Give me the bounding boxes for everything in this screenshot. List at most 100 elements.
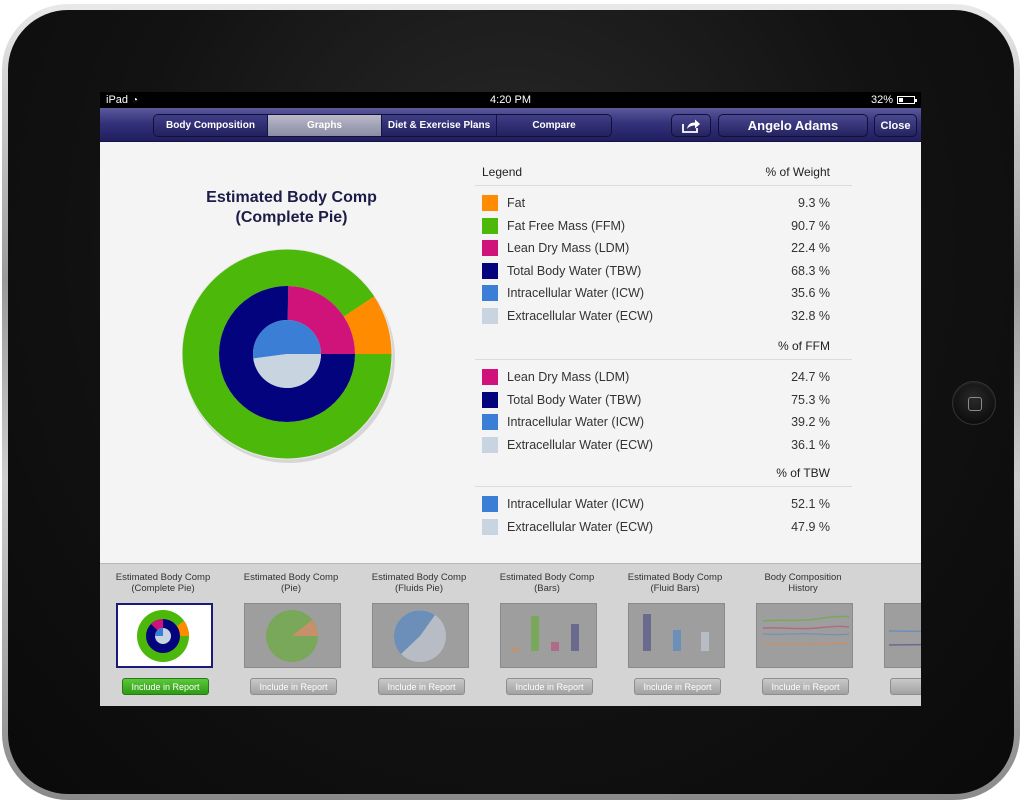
legend-swatch <box>482 436 498 453</box>
legend-row: Lean Dry Mass (LDM) 24.7 % <box>475 366 852 388</box>
legend-row: Intracellular Water (ICW) 39.2 % <box>475 411 852 433</box>
legend-label: Extracellular Water (ECW) <box>507 437 654 452</box>
graph-thumbnail[interactable]: Estimated Body Comp (Fluids Pie) Include … <box>364 564 474 706</box>
thumbnail-preview[interactable] <box>500 603 597 668</box>
legend-row: Fat Free Mass (FFM) 90.7 % <box>475 215 852 237</box>
pie-slice-ffm <box>182 249 392 459</box>
thumbnail-title-line: Estimated Body Comp <box>627 572 723 583</box>
thumbnail-title: Flui <box>876 572 921 583</box>
legend-row: Total Body Water (TBW) 75.3 % <box>475 389 852 411</box>
pie-slice-icw <box>253 320 321 359</box>
thumbnail-title-line: Flui <box>876 572 921 583</box>
share-button[interactable] <box>671 114 711 137</box>
thumbnail-title-line: Estimated Body Comp <box>243 572 339 583</box>
graph-thumbnail[interactable]: Estimated Body Comp (Fluid Bars) Include … <box>620 564 730 706</box>
legend-swatch <box>482 240 498 256</box>
legend-swatch <box>482 217 498 234</box>
legend-section-header: % of FFM <box>475 336 852 360</box>
legend-label: Fat Free Mass (FFM) <box>507 218 626 233</box>
legend-swatch <box>482 369 498 385</box>
home-button[interactable] <box>952 381 996 425</box>
legend-section-header: % of TBW <box>475 463 852 487</box>
wifi-icon: ◔ <box>132 94 139 106</box>
legend-section-title: % of TBW <box>776 466 830 480</box>
legend-label: Total Body Water (TBW) <box>507 263 642 278</box>
legend-value: 32.8 % <box>791 308 830 323</box>
tab-graphs[interactable]: Graphs <box>268 115 382 136</box>
legend-label: Extracellular Water (ECW) <box>507 308 654 323</box>
pie-slice-ldm <box>287 286 355 354</box>
legend-section-title: % of Weight <box>765 165 830 179</box>
battery-icon <box>897 96 917 104</box>
pie-slice-ecw <box>253 354 321 388</box>
tab-diet-exercise-plans[interactable]: Diet & Exercise Plans <box>382 115 497 136</box>
graph-thumbnail-strip[interactable]: Estimated Body Comp (Complete Pie) Includ… <box>100 563 921 706</box>
thumbnail-title-line: (Bars) <box>534 583 560 594</box>
thumbnail-title-line: (Complete Pie) <box>131 583 195 594</box>
tab-body-composition[interactable]: Body Composition <box>154 115 268 136</box>
legend-value: 35.6 % <box>791 286 830 300</box>
graph-thumbnail[interactable]: Estimated Body Comp (Pie) Include in Repo… <box>236 564 346 706</box>
status-time: 4:20 PM <box>490 94 531 106</box>
thumbnail-title: Estimated Body Comp (Fluid Bars) <box>620 572 730 594</box>
legend-swatch <box>482 391 498 408</box>
legend-label: Intracellular Water (ICW) <box>507 497 645 511</box>
legend-value: 75.3 % <box>791 392 830 407</box>
thumbnail-preview[interactable] <box>116 603 213 668</box>
include-in-report-button[interactable]: Incluc <box>890 678 921 695</box>
thumbnail-preview[interactable] <box>884 603 921 668</box>
status-bar: iPad ◔ 4:20 PM 32% <box>100 92 921 108</box>
legend-row: Intracellular Water (ICW) 35.6 % <box>475 282 852 304</box>
include-in-report-button[interactable]: Include in Report <box>634 678 721 695</box>
nav-bar: Body Composition Graphs Diet & Exercise … <box>100 108 921 142</box>
legend-value: 9.3 % <box>798 196 830 210</box>
include-in-report-button[interactable]: Include in Report <box>122 678 209 695</box>
chart-title: Estimated Body Comp (Complete Pie) <box>185 188 398 228</box>
thumbnail-title-line: Estimated Body Comp <box>371 572 467 583</box>
legend-value: 52.1 % <box>791 497 830 511</box>
thumb-history-icon <box>762 615 850 646</box>
include-in-report-button[interactable]: Include in Report <box>250 678 337 695</box>
include-in-report-button[interactable]: Include in Report <box>762 678 849 695</box>
include-in-report-button[interactable]: Include in Report <box>378 678 465 695</box>
thumbnail-preview[interactable] <box>244 603 341 668</box>
thumb-fluids-history-icon <box>888 630 921 646</box>
thumbnail-title: Estimated Body Comp (Fluids Pie) <box>364 572 474 594</box>
user-name-button[interactable]: Angelo Adams <box>718 114 868 137</box>
thumb-pie-icon <box>266 610 318 662</box>
legend-swatch <box>482 518 498 535</box>
thumbnail-title: Estimated Body Comp (Complete Pie) <box>108 572 218 594</box>
graph-thumbnail[interactable]: Estimated Body Comp (Bars) Include in Rep… <box>492 564 602 706</box>
legend-label: Intracellular Water (ICW) <box>507 286 645 300</box>
thumbnail-title: Estimated Body Comp (Bars) <box>492 572 602 594</box>
thumbnail-preview[interactable] <box>628 603 725 668</box>
legend-swatch <box>482 285 498 301</box>
complete-pie-chart <box>182 249 395 463</box>
thumb-fluid-bars-icon <box>643 614 709 651</box>
tab-compare[interactable]: Compare <box>497 115 611 136</box>
legend-row: Lean Dry Mass (LDM) 22.4 % <box>475 237 852 259</box>
legend-label: Extracellular Water (ECW) <box>507 519 654 534</box>
thumbnail-title-line: Estimated Body Comp <box>499 572 595 583</box>
chart-title-line-2: (Complete Pie) <box>235 209 348 226</box>
pie-slice-fat <box>343 296 392 354</box>
share-icon <box>682 119 700 133</box>
legend-label: Intracellular Water (ICW) <box>507 415 645 429</box>
close-button[interactable]: Close <box>874 114 917 137</box>
legend-row: Extracellular Water (ECW) 32.8 % <box>475 305 852 327</box>
legend-swatch <box>482 414 498 430</box>
legend-section-header: Legend % of Weight <box>475 162 852 186</box>
include-in-report-button[interactable]: Include in Report <box>506 678 593 695</box>
legend-value: 24.7 % <box>791 370 830 384</box>
graph-thumbnail[interactable]: Body Composition History Include in Repor… <box>748 564 858 706</box>
legend-label: Fat <box>507 196 526 210</box>
battery-percent: 32% <box>870 94 893 106</box>
thumbnail-preview[interactable] <box>756 603 853 668</box>
legend-swatch <box>482 496 498 512</box>
graph-thumbnail[interactable]: Flui Incluc <box>876 564 921 706</box>
thumbnail-title: Estimated Body Comp (Pie) <box>236 572 346 594</box>
graph-thumbnail[interactable]: Estimated Body Comp (Complete Pie) Includ… <box>108 564 218 706</box>
thumbnail-title-line: Body Composition <box>764 572 842 583</box>
legend-swatch <box>482 262 498 279</box>
thumbnail-preview[interactable] <box>372 603 469 668</box>
